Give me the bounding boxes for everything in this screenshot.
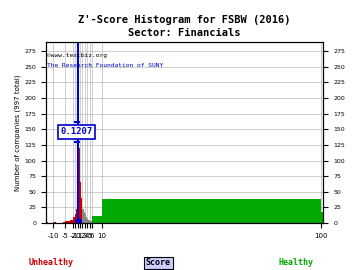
Bar	[102, 199, 321, 223]
Bar	[75, 214, 76, 223]
Bar	[46, 222, 48, 223]
Bar	[90, 221, 92, 223]
Bar	[84, 212, 85, 223]
Bar	[77, 51, 79, 223]
Bar	[87, 219, 89, 223]
Bar	[92, 215, 102, 223]
Text: 0.1207: 0.1207	[60, 127, 93, 136]
Text: Score: Score	[146, 258, 171, 267]
Bar	[85, 214, 86, 223]
Title: Z'-Score Histogram for FSBW (2016)
Sector: Financials: Z'-Score Histogram for FSBW (2016) Secto…	[78, 15, 291, 38]
Bar	[70, 220, 73, 223]
Text: Unhealthy: Unhealthy	[29, 258, 74, 267]
Text: ©www.textbiz.org: ©www.textbiz.org	[47, 53, 107, 58]
Bar	[53, 222, 55, 223]
Bar	[68, 221, 70, 223]
Bar	[89, 220, 90, 223]
Bar	[82, 209, 84, 223]
Bar	[73, 217, 75, 223]
Bar	[81, 198, 82, 223]
Text: Healthy: Healthy	[278, 258, 313, 267]
Bar	[79, 148, 80, 223]
Bar	[86, 217, 87, 223]
Y-axis label: Number of companies (997 total): Number of companies (997 total)	[15, 74, 22, 191]
Bar	[63, 222, 66, 223]
Bar	[76, 209, 77, 223]
Text: The Research Foundation of SUNY: The Research Foundation of SUNY	[47, 63, 163, 68]
Bar	[321, 212, 323, 223]
Bar	[80, 183, 81, 223]
Bar	[66, 221, 68, 223]
